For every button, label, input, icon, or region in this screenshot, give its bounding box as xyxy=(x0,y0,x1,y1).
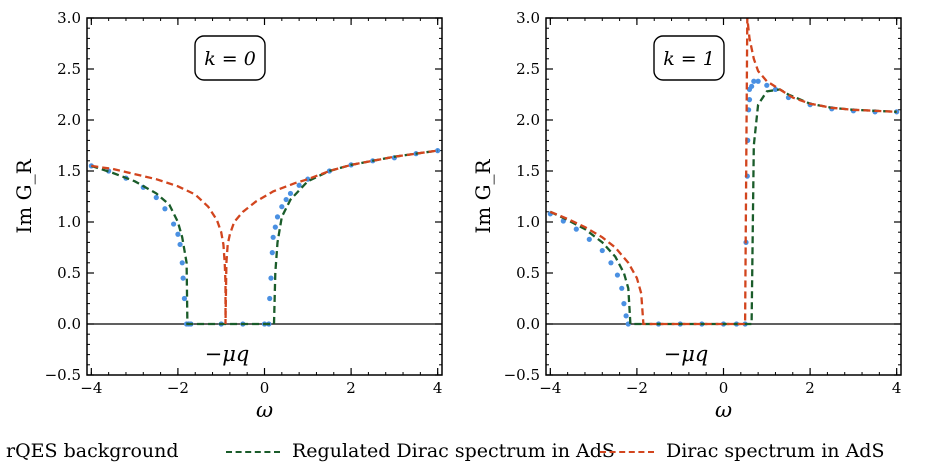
chart-panel-1: −4 −2 0 2 4 −0.5 0.0 0.5 1.0 1.5 2.0 2.5 3.0 k = 0 −μq… xyxy=(12,9,443,422)
x-tick-label: 4 xyxy=(433,379,443,397)
scatter-point xyxy=(153,194,159,201)
x-tick-label: −2 xyxy=(167,379,189,397)
x-tick-label: −2 xyxy=(626,379,648,397)
scatter-point xyxy=(162,206,168,212)
series-line xyxy=(549,17,897,326)
y-tick-label: 0.5 xyxy=(57,264,81,282)
y-tick-label: 2.5 xyxy=(57,60,81,78)
y-tick-label: 0.0 xyxy=(57,315,81,333)
y-tick-label: 1.5 xyxy=(516,162,540,180)
scatter-point xyxy=(586,236,592,242)
x-tick-label: 2 xyxy=(346,379,356,397)
legend-label-dirac: Dirac spectrum in AdS xyxy=(666,440,885,462)
scatter-point xyxy=(279,204,285,210)
y-tick-label: −0.5 xyxy=(504,366,540,384)
scatter-point xyxy=(270,234,276,240)
marker-label: −μq xyxy=(664,342,709,366)
scatter-point xyxy=(749,83,755,89)
y-tick-label: 0.0 xyxy=(516,315,540,333)
scatter-point xyxy=(181,295,188,302)
y-tick-label: −0.5 xyxy=(45,366,81,384)
scatter-point xyxy=(179,260,185,266)
scatter-point xyxy=(573,226,579,232)
legend-label-regulated: Regulated Dirac spectrum in AdS xyxy=(292,440,615,462)
y-axis-label: Im G_R xyxy=(12,158,36,233)
scatter-point xyxy=(619,285,625,291)
scatter-point xyxy=(621,301,627,307)
series-line xyxy=(90,149,438,326)
series-line xyxy=(549,88,897,326)
legend-label-rqes: rQES background xyxy=(6,440,179,462)
scatter-point xyxy=(180,275,186,281)
x-tick-label: 0 xyxy=(719,379,729,397)
x-axis-label: ω xyxy=(715,398,732,422)
annotation-box xyxy=(194,35,266,81)
plot-frame xyxy=(545,17,902,376)
scatter-point xyxy=(170,221,177,227)
annotation-text: k = 0 xyxy=(204,48,256,70)
legend-item-dirac: Dirac spectrum in AdS xyxy=(600,440,884,462)
y-tick-label: 0.5 xyxy=(516,264,540,282)
scatter-point xyxy=(623,313,629,319)
annotation-text: k = 1 xyxy=(663,48,715,70)
scatter-point xyxy=(267,295,273,302)
series-line xyxy=(91,149,438,325)
scatter-point xyxy=(274,214,281,220)
scatter-point xyxy=(772,86,779,92)
y-tick-label: 2.0 xyxy=(57,111,81,129)
scatter-point xyxy=(614,272,621,278)
x-tick-label: −4 xyxy=(80,379,102,397)
scatter-point xyxy=(269,250,275,256)
scatter-point xyxy=(268,275,274,281)
scatter-point xyxy=(746,97,753,103)
scatter-point xyxy=(751,78,757,84)
y-tick-label: 2.0 xyxy=(516,111,540,129)
scatter-point xyxy=(764,82,770,88)
legend-swatch-regulated xyxy=(226,451,280,453)
scatter-point xyxy=(177,241,183,248)
x-tick-label: 2 xyxy=(805,379,815,397)
y-axis-label: Im G_R xyxy=(471,158,495,233)
y-tick-label: 1.0 xyxy=(516,213,540,231)
scatter-point xyxy=(296,182,302,188)
y-tick-label: 1.0 xyxy=(57,213,81,231)
plot-frame xyxy=(86,17,443,376)
scatter-point xyxy=(287,190,294,197)
annotation-box xyxy=(653,35,725,81)
scatter-point xyxy=(599,247,605,254)
x-tick-label: 0 xyxy=(260,379,270,397)
scatter-point xyxy=(755,78,761,84)
y-tick-label: 1.5 xyxy=(57,162,81,180)
marker-label: −μq xyxy=(205,342,250,366)
y-tick-label: 3.0 xyxy=(516,9,540,27)
legend-item-rqes: rQES background xyxy=(6,440,179,462)
scatter-point xyxy=(608,260,614,266)
legend-swatch-dirac xyxy=(600,451,654,453)
x-tick-label: −4 xyxy=(539,379,561,397)
legend: rQES background Regulated Dirac spectrum… xyxy=(0,436,930,466)
scatter-point xyxy=(283,196,289,203)
legend-item-regulated: Regulated Dirac spectrum in AdS xyxy=(226,440,615,462)
scatter-point xyxy=(175,231,181,237)
y-tick-label: 2.5 xyxy=(516,60,540,78)
x-tick-label: 4 xyxy=(892,379,902,397)
scatter-point xyxy=(272,224,278,230)
y-tick-label: 3.0 xyxy=(57,9,81,27)
chart-panel-2: −4 −2 0 2 4 −0.5 0.0 0.5 1.0 1.5 2.0 2.5 3.0 k = 1 −μq… xyxy=(471,9,902,422)
x-axis-label: ω xyxy=(256,398,273,422)
